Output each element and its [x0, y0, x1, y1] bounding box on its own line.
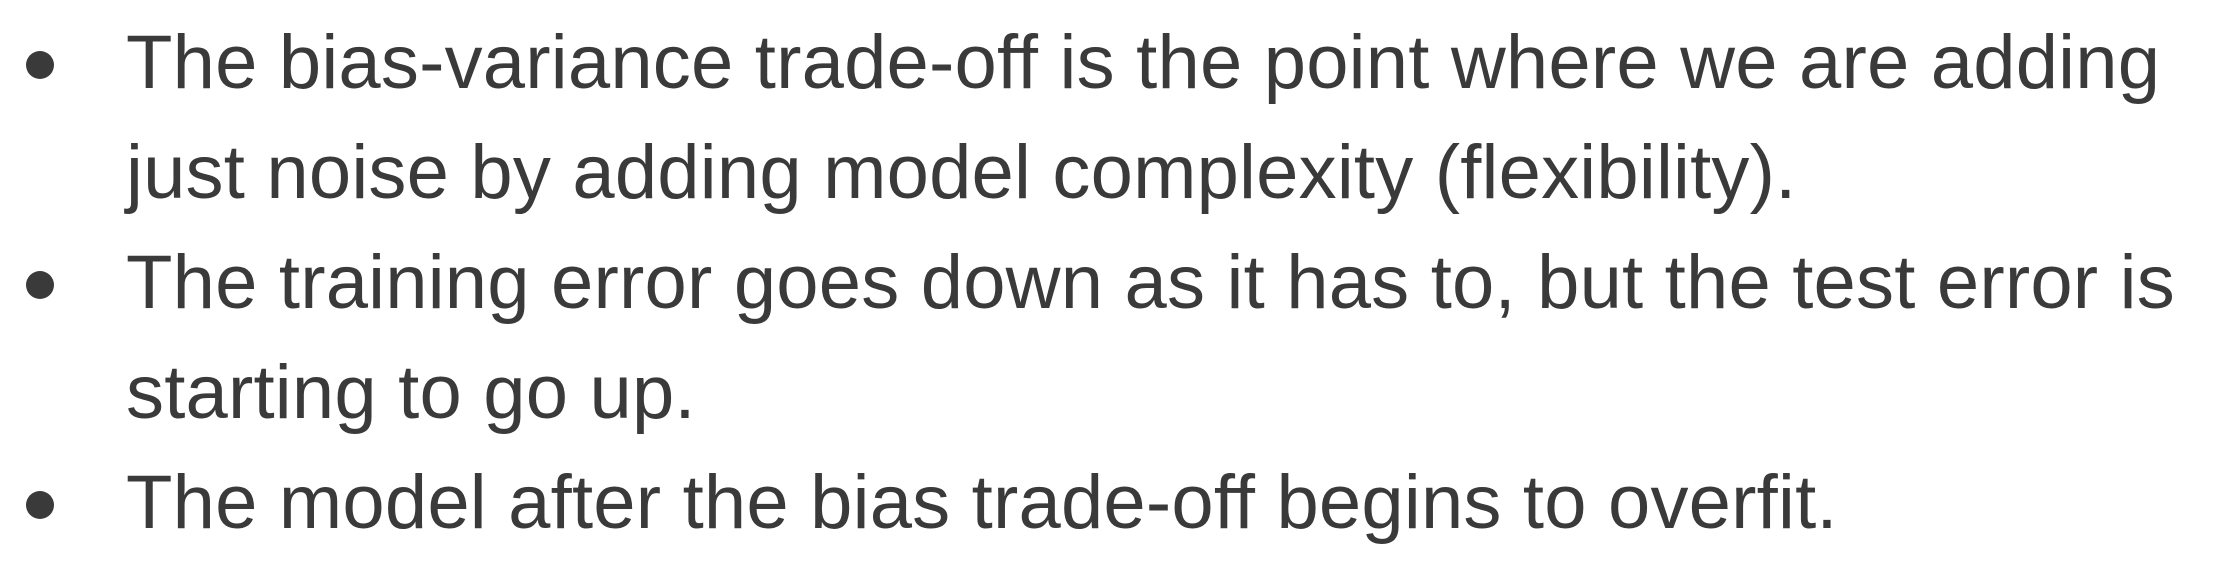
bullet-text: The model after the bias trade-off begin…: [126, 460, 1838, 545]
bullet-item: The training error goes down as it has t…: [0, 228, 2216, 448]
bullet-list: The bias-variance trade-off is the point…: [0, 8, 2216, 558]
bullet-text: The training error goes down as it has t…: [126, 240, 2175, 435]
bullet-dot-icon: [26, 51, 54, 79]
bullet-item: The model after the bias trade-off begin…: [0, 448, 2216, 558]
bullet-dot-icon: [26, 491, 54, 519]
bullet-text: The bias-variance trade-off is the point…: [126, 20, 2161, 215]
bullet-dot-icon: [26, 271, 54, 299]
bullet-item: The bias-variance trade-off is the point…: [0, 8, 2216, 228]
